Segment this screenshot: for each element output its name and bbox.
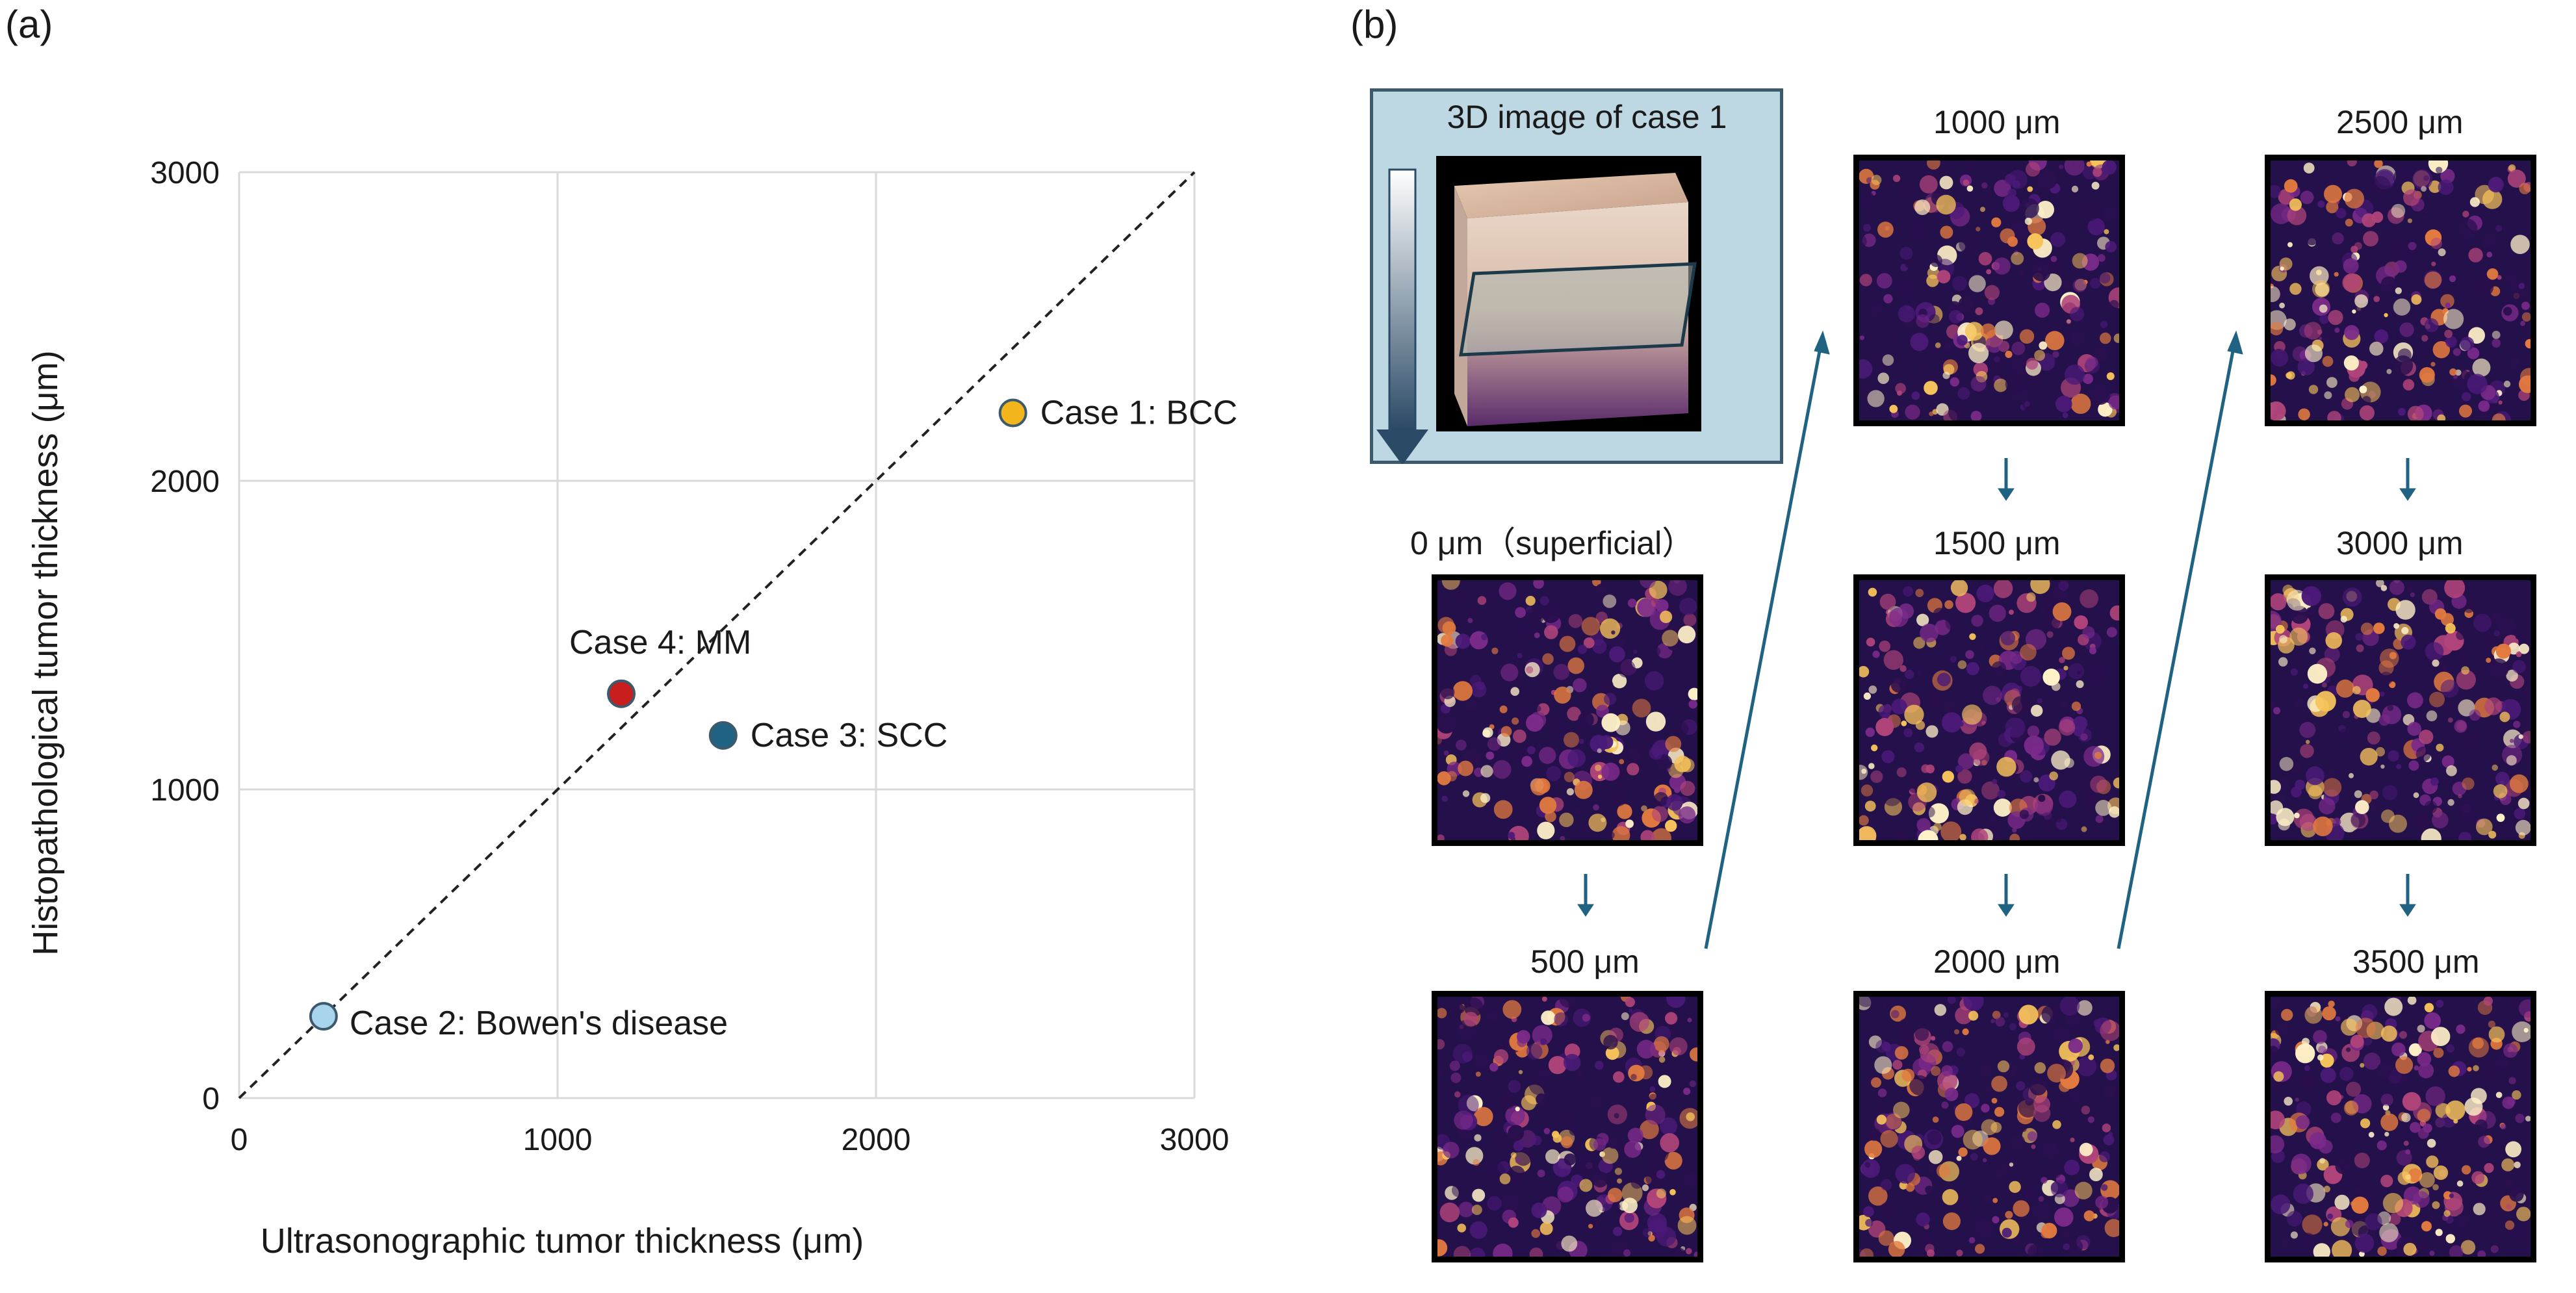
y-tick-label-2: 2000	[150, 465, 220, 499]
slice-image-3000	[2265, 574, 2536, 846]
data-point-1	[998, 398, 1027, 428]
x-tick-label-0: 0	[231, 1123, 248, 1157]
point-label-1: Case 1: BCC	[1040, 394, 1237, 432]
slice-image-1500	[1853, 574, 2125, 846]
slice-image-3500	[2265, 991, 2536, 1262]
point-label-4: Case 4: MM	[569, 624, 751, 661]
slice-label-1000: 1000 μm	[1933, 104, 2061, 140]
y-tick-label-1: 1000	[150, 773, 220, 808]
oct-texture	[1859, 160, 2119, 420]
slice-label-2500: 2500 μm	[2336, 104, 2464, 140]
grid-lines	[238, 171, 1196, 1099]
data-point-4	[607, 679, 636, 708]
axis-ticks: 0 1000 2000 3000 0 1000 2000 3000	[150, 156, 1229, 1157]
slice-label-1500: 1500 μm	[1933, 525, 2061, 561]
oct-texture	[2271, 160, 2531, 420]
slice-label-3500: 3500 μm	[2352, 943, 2480, 980]
point-label-2: Case 2: Bowen's disease	[350, 1005, 728, 1042]
oct-texture	[1437, 580, 1697, 840]
x-tick-label-1: 1000	[523, 1123, 593, 1157]
data-points: Case 1: BCC Case 2: Bowen's disease Case 3…	[309, 394, 1237, 1042]
x-tick-label-2: 2000	[842, 1123, 911, 1157]
panel-b-label: (b)	[1350, 3, 1398, 46]
y-tick-label-0: 0	[202, 1082, 220, 1116]
depth-arrow-icon	[1388, 168, 1417, 431]
transition-arrows	[1577, 330, 2416, 949]
slice-image-2000	[1853, 991, 2125, 1262]
y-axis-title: Histopathological tumor thickness (μm)	[26, 350, 65, 955]
3d-volume-illustration	[1376, 156, 1701, 464]
slice-label-0: 0 μm（superficial）	[1410, 525, 1695, 561]
slice-image-500	[1432, 991, 1703, 1262]
slice-label-3000: 3000 μm	[2336, 525, 2464, 561]
reference-line	[238, 171, 1196, 1099]
oct-texture	[2271, 580, 2531, 840]
slice-image-0	[1432, 574, 1703, 846]
x-tick-label-3: 3000	[1160, 1123, 1230, 1157]
slice-label-2000: 2000 μm	[1933, 943, 2061, 980]
slice-image-2500	[2265, 155, 2536, 426]
data-point-2	[309, 1002, 338, 1031]
panel-a-label: (a)	[5, 3, 53, 46]
3d-image-title: 3D image of case 1	[1447, 99, 1727, 135]
x-axis-title: Ultrasonographic tumor thickness (μm)	[261, 1222, 864, 1261]
oct-texture	[2271, 997, 2531, 1257]
y-tick-label-3: 3000	[150, 156, 220, 190]
oct-texture	[1859, 580, 2119, 840]
slice-image-1000	[1853, 155, 2125, 426]
data-point-3	[708, 721, 738, 750]
oct-texture	[1437, 997, 1697, 1257]
point-label-3: Case 3: SCC	[751, 717, 947, 754]
slice-label-500: 500 μm	[1530, 943, 1640, 980]
oct-texture	[1859, 997, 2119, 1257]
